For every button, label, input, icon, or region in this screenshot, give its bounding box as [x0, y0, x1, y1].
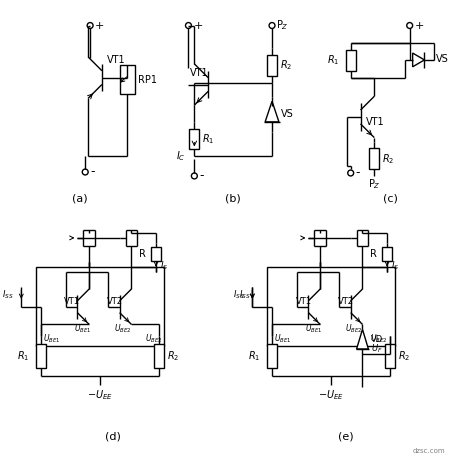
Text: P$_Z$: P$_Z$ [368, 177, 381, 191]
Text: $I_{SS}$: $I_{SS}$ [239, 288, 250, 301]
Text: +: + [95, 20, 104, 31]
Bar [267, 268, 395, 346]
Text: VD: VD [371, 335, 383, 344]
Polygon shape [265, 101, 279, 122]
Bar [154, 344, 164, 368]
Text: $U_{BE1}$: $U_{BE1}$ [305, 322, 322, 335]
Text: VT1: VT1 [64, 297, 81, 307]
Bar [267, 55, 277, 75]
Text: +: + [193, 20, 203, 31]
Polygon shape [413, 53, 424, 67]
Text: RP1: RP1 [138, 75, 157, 85]
Bar [190, 129, 199, 150]
Text: (e): (e) [338, 432, 354, 442]
Bar [346, 50, 356, 71]
Text: VT1: VT1 [107, 55, 126, 65]
Polygon shape [356, 329, 368, 349]
Text: $-U_{EE}$: $-U_{EE}$ [87, 388, 113, 402]
Bar [382, 247, 392, 261]
Text: $U_F$: $U_F$ [371, 343, 383, 355]
Text: R: R [370, 249, 377, 259]
Text: $R_2$: $R_2$ [167, 349, 179, 363]
Text: VT1: VT1 [191, 68, 209, 78]
Bar [385, 344, 395, 368]
Bar [369, 149, 379, 169]
Text: $I_{SS}$: $I_{SS}$ [233, 288, 245, 301]
Text: $R_1$: $R_1$ [202, 132, 215, 146]
Text: (d): (d) [105, 432, 121, 442]
Text: $I_{SS}$: $I_{SS}$ [2, 288, 13, 301]
Text: $U_{BE2}$: $U_{BE2}$ [145, 333, 163, 345]
Text: $R_1$: $R_1$ [248, 349, 260, 363]
Text: $-U_{EE}$: $-U_{EE}$ [318, 388, 344, 402]
Text: $U_{BE2}$: $U_{BE2}$ [114, 322, 131, 335]
Text: $U_{BE1}$: $U_{BE1}$ [274, 333, 292, 345]
Text: $R_2$: $R_2$ [398, 349, 410, 363]
Text: $R_1$: $R_1$ [327, 54, 339, 67]
Text: -: - [356, 167, 360, 180]
Text: VT2: VT2 [338, 297, 354, 307]
Text: -: - [199, 169, 204, 182]
Text: $U_{BE2}$: $U_{BE2}$ [370, 333, 388, 345]
Text: R: R [139, 249, 146, 259]
Text: $R_2$: $R_2$ [382, 152, 394, 166]
Bar [36, 268, 164, 346]
Text: VT2: VT2 [107, 297, 123, 307]
Text: VS: VS [281, 109, 293, 119]
Bar [36, 344, 46, 368]
Text: $U_{BE1}$: $U_{BE1}$ [73, 322, 91, 335]
Text: -: - [90, 165, 95, 179]
Text: dzsc.com: dzsc.com [413, 448, 446, 454]
Text: $R_2$: $R_2$ [280, 58, 292, 72]
Text: $I_S$: $I_S$ [160, 259, 168, 272]
Text: P$_Z$: P$_Z$ [276, 19, 289, 32]
Text: $U_{BE1}$: $U_{BE1}$ [43, 333, 60, 345]
Bar [119, 65, 136, 94]
Text: $I_C$: $I_C$ [176, 150, 185, 163]
Text: VT1: VT1 [295, 297, 311, 307]
Text: +: + [415, 20, 424, 31]
Text: VT1: VT1 [365, 117, 384, 127]
Text: (a): (a) [73, 194, 88, 204]
Bar [267, 344, 277, 368]
Text: $I_S$: $I_S$ [391, 259, 400, 272]
Text: $R_1$: $R_1$ [17, 349, 29, 363]
Text: $U_{BE2}$: $U_{BE2}$ [345, 322, 363, 335]
Text: VS: VS [436, 54, 449, 64]
Text: (b): (b) [225, 194, 241, 204]
Text: (c): (c) [383, 194, 398, 204]
Bar [151, 247, 161, 261]
